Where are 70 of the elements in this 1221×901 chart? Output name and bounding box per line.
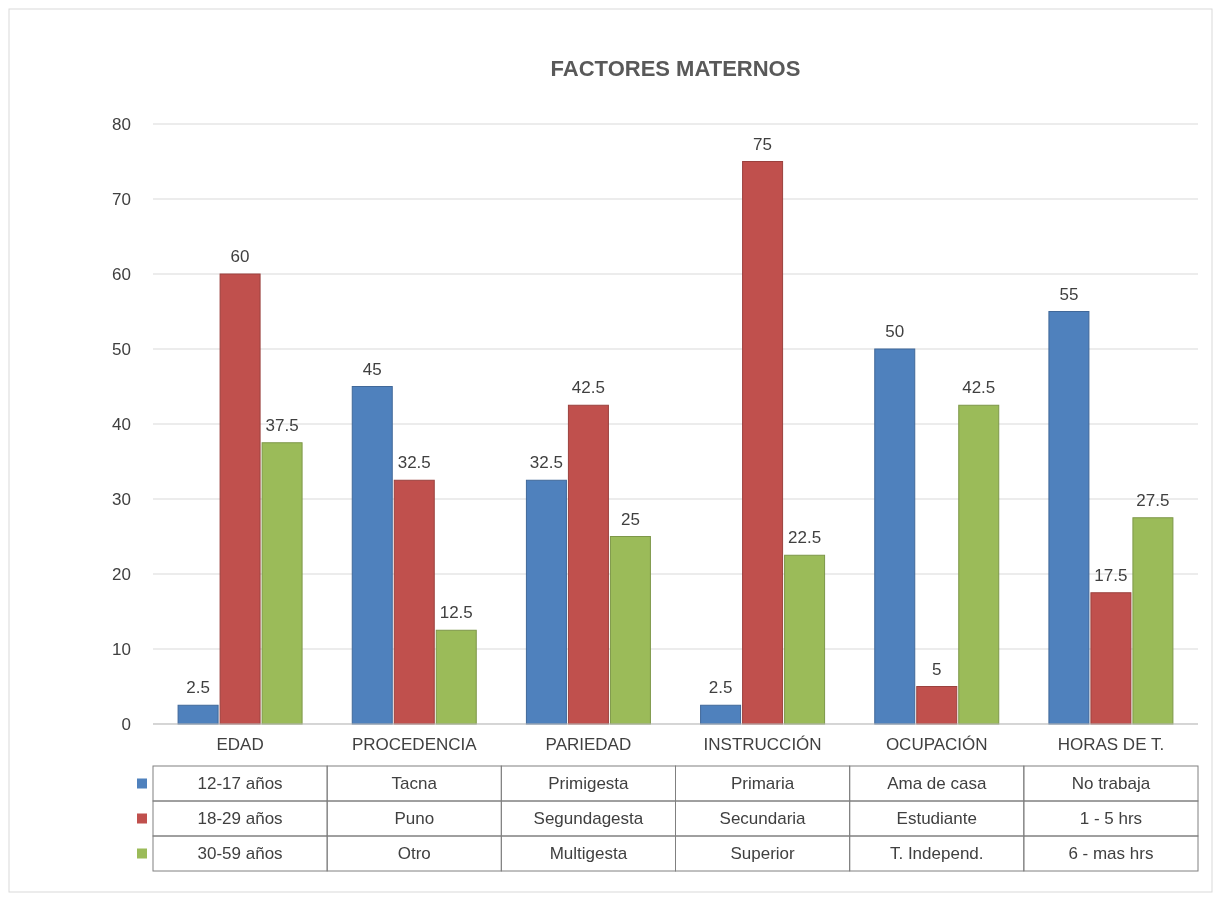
text: Segundagesta — [533, 809, 644, 829]
data-label: 12.5 — [439, 603, 473, 623]
text: Otro — [397, 844, 431, 864]
bar — [219, 273, 261, 725]
y-tick-label: 60 — [112, 264, 131, 284]
bar — [958, 404, 1000, 725]
x-tick-label: PARIEDAD — [545, 735, 632, 754]
bar — [393, 479, 435, 725]
text: Ama de casa — [887, 774, 987, 794]
y-tick-label: 70 — [112, 189, 131, 209]
data-label: 17.5 — [1094, 565, 1128, 585]
text: Tacna — [391, 774, 438, 794]
data-label: 37.5 — [265, 415, 299, 435]
text: Estudiante — [896, 809, 977, 829]
bar — [1048, 311, 1090, 725]
y-tick-label: 50 — [112, 339, 131, 359]
bar — [742, 161, 784, 725]
text: Multigesta — [549, 844, 628, 864]
bar — [874, 348, 916, 725]
text: Puno — [394, 809, 435, 829]
bar — [700, 704, 742, 725]
bar — [784, 554, 826, 725]
text: 6 - mas hrs — [1068, 844, 1154, 864]
bar — [567, 404, 609, 725]
bar — [261, 442, 303, 725]
text: 12-17 años — [197, 774, 283, 794]
text: Primigesta — [548, 774, 630, 794]
data-label: 32.5 — [397, 453, 431, 473]
data-label: 42.5 — [571, 378, 605, 398]
y-tick-label: 0 — [121, 714, 131, 734]
text: No trabaja — [1071, 774, 1151, 794]
text: Secundaria — [719, 809, 807, 829]
bar — [1132, 517, 1174, 725]
x-tick-label: OCUPACIÓN — [885, 735, 988, 754]
data-label: 45 — [362, 359, 382, 379]
data-label: 27.5 — [1136, 490, 1170, 510]
data-label: 75 — [753, 134, 773, 154]
text: 30-59 años — [197, 844, 283, 864]
data-label: 5 — [932, 659, 942, 679]
bar — [609, 536, 651, 725]
data-label: 50 — [885, 322, 905, 341]
text: T. Independ. — [889, 844, 984, 864]
bar — [435, 629, 477, 725]
text: 1 - 5 hrs — [1079, 809, 1143, 829]
data-label: 55 — [1059, 284, 1079, 304]
data-label: 42.5 — [962, 378, 996, 398]
data-label: 25 — [620, 509, 640, 529]
y-tick-label: 30 — [112, 489, 131, 509]
data-label: 22.5 — [788, 528, 822, 548]
y-tick-label: 20 — [112, 564, 131, 584]
x-tick-label: HORAS DE T. — [1057, 735, 1165, 754]
text: 18-29 años — [197, 809, 283, 829]
text: Superior — [730, 844, 796, 864]
data-label: 60 — [230, 247, 250, 266]
bar — [351, 386, 393, 725]
bar — [916, 686, 958, 725]
x-tick-label: EDAD — [216, 735, 264, 754]
chart-title: FACTORES MATERNOS — [550, 56, 801, 81]
x-tick-label: INSTRUCCIÓN — [703, 735, 822, 754]
data-label: 32.5 — [529, 453, 563, 473]
data-label: 2.5 — [708, 678, 733, 698]
bar — [525, 479, 567, 725]
x-tick-label: PROCEDENCIA — [351, 735, 478, 754]
y-tick-label: 80 — [112, 114, 131, 134]
text: Primaria — [730, 774, 795, 794]
bar — [177, 704, 219, 725]
y-tick-label: 40 — [112, 414, 131, 434]
y-tick-label: 10 — [112, 639, 131, 659]
data-label: 2.5 — [186, 678, 210, 698]
bar — [1090, 592, 1132, 725]
